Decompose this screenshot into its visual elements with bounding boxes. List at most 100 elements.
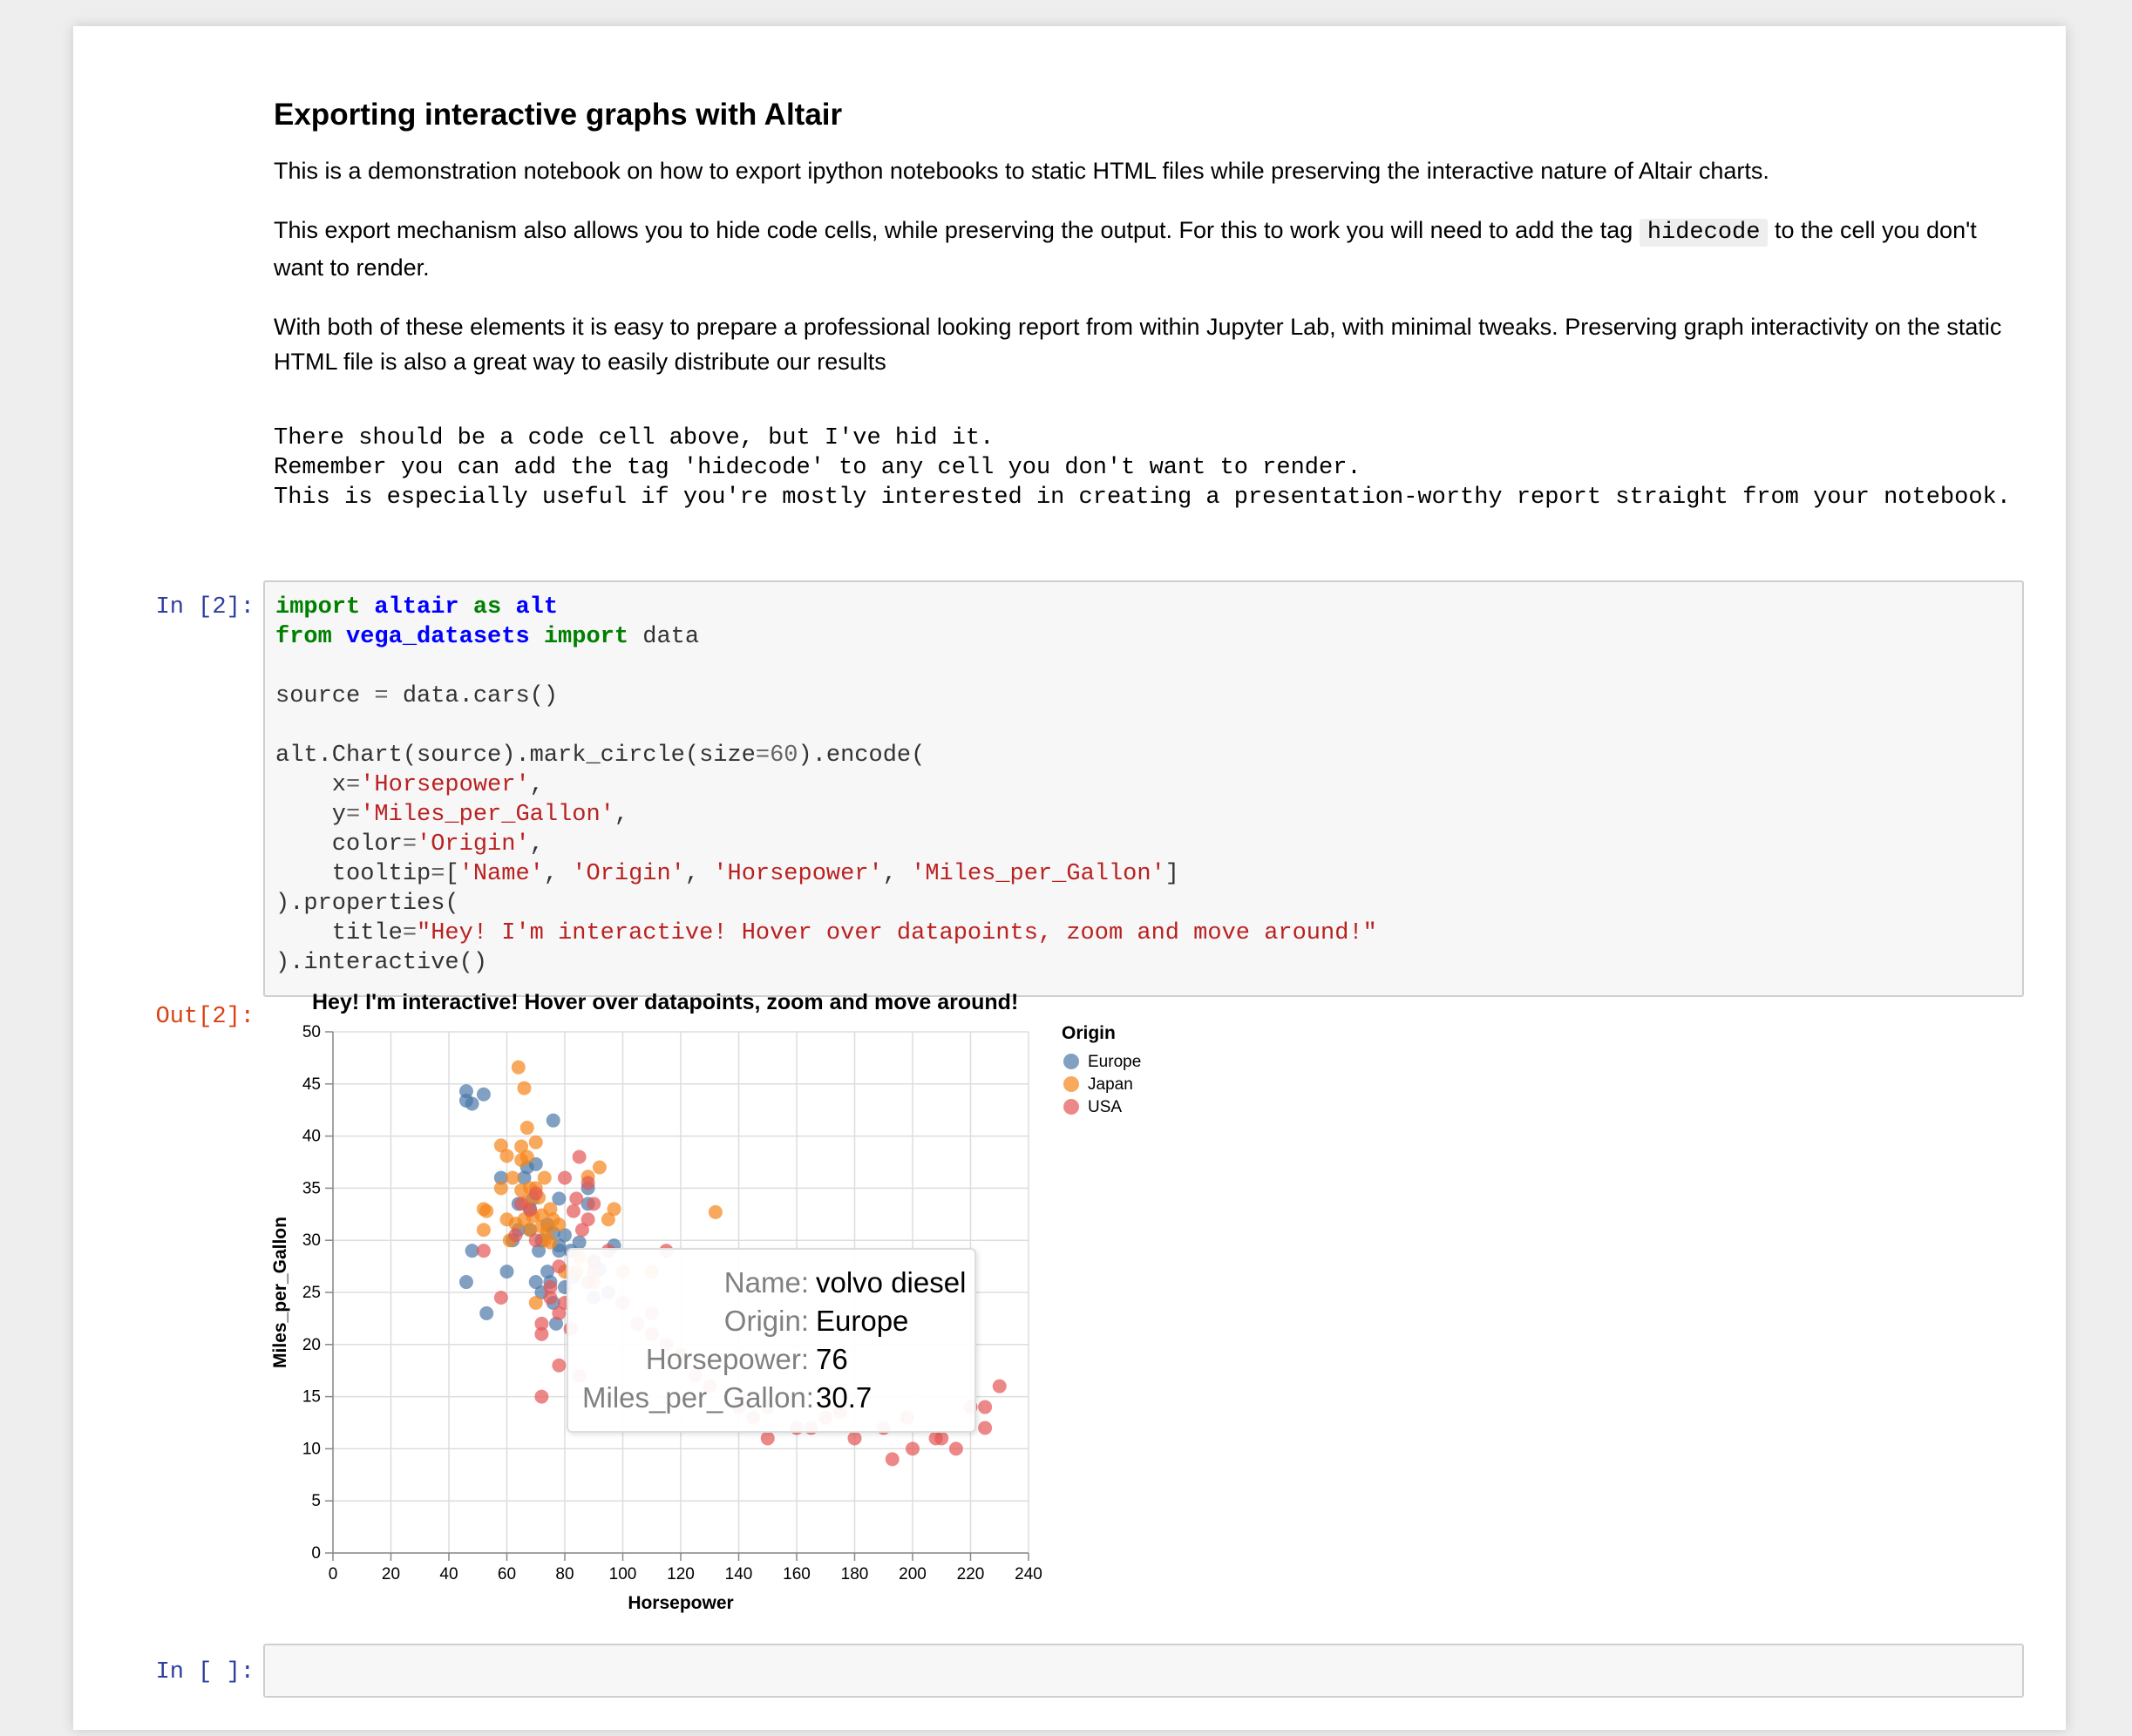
markdown-paragraph-1: This is a demonstration notebook on how … <box>274 158 1769 184</box>
data-point-europe <box>458 1275 473 1290</box>
markdown-p2-text-end: to the cell you don't want to render. <box>274 217 1977 281</box>
data-point-japan <box>519 1121 534 1136</box>
data-point-japan <box>607 1202 621 1217</box>
data-point-japan <box>528 1135 543 1149</box>
data-point-usa <box>948 1441 963 1456</box>
legend-swatch-usa <box>1063 1099 1079 1115</box>
data-point-usa <box>523 1203 538 1217</box>
data-point-europe <box>572 1235 587 1250</box>
tooltip-value: volvo diesel <box>816 1266 967 1299</box>
data-point-europe <box>546 1113 560 1128</box>
data-point-europe <box>479 1305 494 1320</box>
data-point-europe <box>528 1275 543 1290</box>
data-point-usa <box>552 1358 567 1373</box>
data-point-japan <box>511 1060 526 1075</box>
data-point-usa <box>760 1431 775 1446</box>
data-point-usa <box>543 1290 558 1305</box>
x-tick-label: 120 <box>667 1565 695 1583</box>
tooltip-key: Name: <box>723 1266 809 1299</box>
tooltip-value: 76 <box>816 1343 848 1375</box>
markdown-paragraph-2: This export mechanism also allows you to… <box>274 213 2026 285</box>
input-prompt-empty: In [ ]: <box>155 1659 255 1685</box>
data-point-europe <box>552 1244 567 1258</box>
data-point-japan <box>523 1223 538 1238</box>
data-point-europe <box>552 1191 567 1206</box>
data-point-usa <box>543 1280 558 1295</box>
markdown-cell: Exporting interactive graphs with Altair… <box>274 71 2026 403</box>
data-point-japan <box>517 1081 532 1095</box>
x-tick-label: 200 <box>899 1565 927 1583</box>
data-point-usa <box>581 1212 595 1227</box>
data-point-usa <box>569 1191 584 1206</box>
y-tick-label: 40 <box>302 1128 321 1146</box>
tooltip-row: Horsepower: 76 <box>582 1340 961 1379</box>
data-point-usa <box>581 1176 595 1190</box>
code-editor[interactable]: import altair as alt from vega_datasets … <box>275 594 1377 976</box>
data-point-japan <box>537 1170 552 1185</box>
chart-title: Hey! I'm interactive! Hover over datapoi… <box>312 990 1018 1014</box>
y-tick-label: 20 <box>302 1336 321 1354</box>
data-point-usa <box>552 1305 567 1320</box>
scatter-chart[interactable]: 0 20 40 60 80 100 120 140 160 180 200 220 240 0 5 10 15 2… <box>263 983 1257 1628</box>
y-tick-label: 0 <box>311 1544 321 1563</box>
y-tick-label: 25 <box>302 1284 321 1302</box>
legend-label-usa: USA <box>1088 1098 1122 1116</box>
data-point-japan <box>479 1204 494 1218</box>
markdown-paragraph-3: With both of these elements it is easy t… <box>274 314 2002 375</box>
x-tick-label: 40 <box>439 1565 458 1583</box>
markdown-heading: Exporting interactive graphs with Altair <box>274 98 843 132</box>
data-point-usa <box>885 1452 900 1467</box>
tooltip-row: Origin: Europe <box>582 1302 961 1340</box>
data-point-usa <box>534 1326 549 1341</box>
data-point-japan <box>493 1181 508 1196</box>
stream-output: There should be a code cell above, but I… <box>274 425 2011 511</box>
y-tick-label: 10 <box>302 1440 321 1458</box>
data-point-europe <box>499 1265 514 1279</box>
data-point-europe <box>493 1170 508 1185</box>
tooltip-row: Miles_per_Gallon:30.7 <box>582 1379 961 1417</box>
data-point-europe <box>540 1265 555 1279</box>
tooltip-value: Europe <box>816 1305 909 1337</box>
tooltip-row: Name: volvo diesel <box>582 1264 967 1302</box>
data-point-japan <box>552 1217 567 1232</box>
y-tick-label: 15 <box>302 1388 321 1407</box>
data-point-usa <box>574 1223 589 1238</box>
x-tick-label: 140 <box>725 1565 753 1583</box>
data-point-usa <box>906 1441 920 1456</box>
data-point-europe <box>558 1228 572 1243</box>
data-point-japan <box>476 1223 491 1238</box>
y-tick-label: 35 <box>302 1179 321 1197</box>
empty-code-cell[interactable] <box>263 1644 2024 1698</box>
data-point-usa <box>978 1421 993 1435</box>
data-point-usa <box>552 1259 567 1274</box>
data-point-usa <box>992 1379 1007 1394</box>
data-point-japan <box>493 1138 508 1153</box>
legend-swatch-europe <box>1063 1054 1079 1069</box>
data-point-usa <box>978 1400 993 1414</box>
data-point-japan <box>592 1160 607 1175</box>
y-tick-label: 45 <box>302 1075 321 1094</box>
data-point-japan <box>499 1149 514 1163</box>
x-tick-label: 100 <box>609 1565 637 1583</box>
data-point-usa <box>847 1431 862 1446</box>
tooltip-key: Horsepower: <box>645 1343 809 1375</box>
code-cell[interactable]: import altair as alt from vega_datasets … <box>263 580 2024 997</box>
tooltip-key: Origin: <box>723 1305 809 1337</box>
data-point-japan <box>514 1139 529 1154</box>
data-point-japan <box>601 1212 615 1227</box>
data-point-usa <box>534 1316 549 1331</box>
data-point-japan <box>519 1149 534 1164</box>
chart-tooltip: Name: volvo diesel Origin: Europe Horsepow… <box>567 1248 976 1433</box>
y-tick-label: 5 <box>311 1492 321 1510</box>
data-point-usa <box>508 1228 523 1243</box>
legend-title: Origin <box>1062 1023 1116 1043</box>
data-point-usa <box>572 1149 587 1164</box>
x-tick-label: 80 <box>555 1565 574 1583</box>
tooltip-key: Miles_per_Gallon: <box>582 1381 814 1414</box>
data-point-japan <box>708 1204 723 1219</box>
markdown-p2-text: This export mechanism also allows you to… <box>274 217 1640 243</box>
x-tick-label: 180 <box>841 1565 869 1583</box>
data-point-usa <box>558 1170 572 1185</box>
x-axis-title: Horsepower <box>628 1593 733 1613</box>
hidecode-tag: hidecode <box>1639 219 1769 247</box>
